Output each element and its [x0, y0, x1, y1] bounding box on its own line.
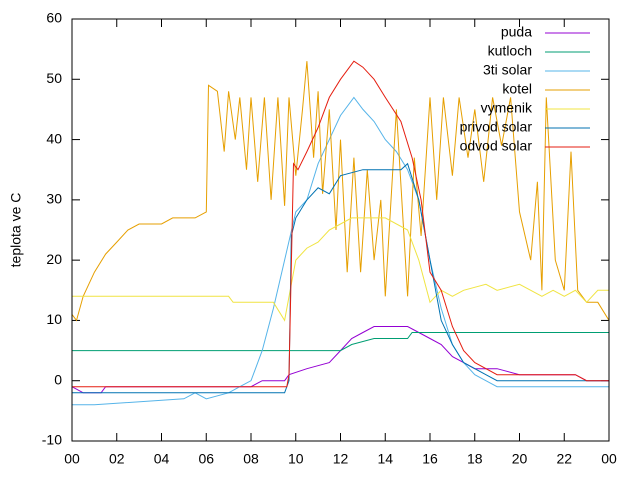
x-tick-label: 12	[333, 451, 349, 467]
x-tick-label: 08	[243, 451, 259, 467]
y-tick-label: -10	[42, 432, 62, 448]
legend-label: privod solar	[460, 119, 533, 135]
series-line	[72, 332, 609, 352]
legend-label: 3ti solar	[483, 62, 532, 78]
y-tick-label: 20	[46, 251, 62, 267]
y-tick-label: 60	[46, 10, 62, 26]
y-tick-label: 30	[46, 191, 62, 207]
series-line	[72, 60, 609, 388]
x-tick-label: 22	[556, 451, 572, 467]
y-tick-label: 40	[46, 130, 62, 146]
x-tick-label: 20	[512, 451, 528, 467]
x-tick-label: 02	[109, 451, 125, 467]
series-line	[72, 162, 609, 394]
x-tick-label: 18	[467, 451, 483, 467]
x-tick-label: 10	[288, 451, 304, 467]
x-tick-label: 04	[154, 451, 170, 467]
x-tick-label: 16	[422, 451, 438, 467]
x-tick-label: 06	[198, 451, 214, 467]
y-tick-label: 10	[46, 311, 62, 327]
x-tick-label: 00	[601, 451, 617, 467]
x-tick-label: 00	[64, 451, 80, 467]
legend-label: puda	[501, 24, 532, 40]
series-line	[72, 217, 609, 322]
x-tick-label: 14	[377, 451, 393, 467]
legend-label: kotel	[502, 81, 532, 97]
plot-border	[71, 18, 610, 442]
legend-label: odvod solar	[460, 138, 533, 154]
y-tick-label: 0	[54, 371, 62, 387]
series-line	[71, 326, 609, 394]
y-tick-label: 50	[46, 70, 62, 86]
legend-label: kutloch	[488, 43, 532, 59]
legend-label: vymenik	[481, 100, 533, 116]
y-axis-label: teplota ve C	[8, 193, 24, 268]
series-line	[71, 61, 610, 322]
